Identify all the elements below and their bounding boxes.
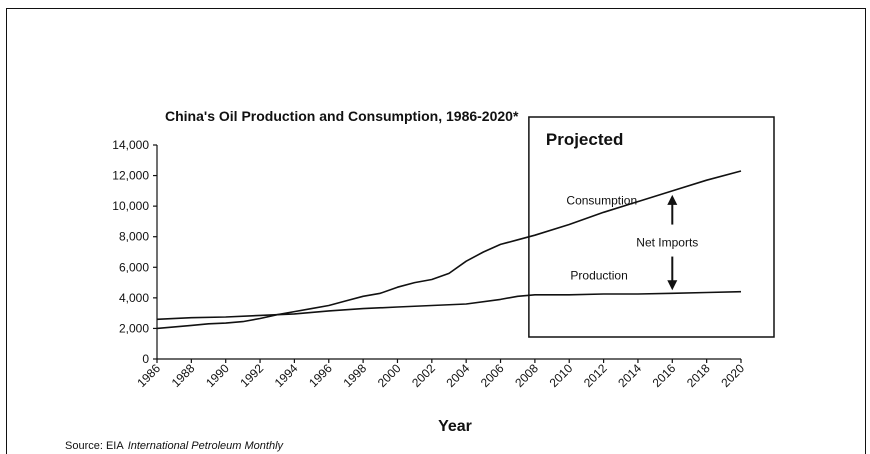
x-tick-label: 2016: [650, 361, 679, 390]
x-tick-label: 2006: [478, 361, 507, 390]
x-tick-label: 2010: [547, 361, 576, 390]
x-tick-label: 1996: [306, 361, 335, 390]
net-imports-label: Net Imports: [636, 236, 698, 250]
series-line-production: [156, 290, 742, 321]
x-tick-label: 1998: [340, 361, 369, 390]
arrow-up-icon: [667, 194, 678, 205]
x-tick-label: 1994: [272, 361, 301, 390]
annotations: Consumption Production Net Imports: [566, 193, 698, 291]
projected-label: Projected: [546, 130, 623, 149]
x-tick-label: 2008: [512, 361, 541, 390]
x-tick-label: 2012: [581, 361, 610, 390]
series-lines: [156, 170, 742, 330]
source-prefix: Source: EIA: [65, 440, 124, 452]
x-axis: 1986 1988 1990 1992 1994 1996 1998 2000 2002 2004…: [134, 358, 747, 390]
projected-box: [528, 116, 775, 338]
chart-title: China's Oil Production and Consumption, …: [165, 108, 519, 124]
projected-region: Projected: [528, 116, 775, 338]
x-tick-label: 2020: [718, 361, 747, 390]
x-tick-label: 1992: [237, 361, 266, 390]
x-tick-label: 2018: [684, 361, 713, 390]
y-tick-label: 14,000: [112, 138, 149, 152]
x-axis-label: Year: [438, 418, 472, 435]
y-tick-label: 10,000: [112, 199, 149, 213]
y-tick-label: 2,000: [119, 321, 149, 335]
y-tick-label: 12,000: [112, 169, 149, 183]
x-tick-label: 2004: [444, 361, 473, 390]
arrow-down-icon: [667, 280, 678, 291]
chart-frame: [6, 8, 866, 454]
y-tick-label: 6,000: [119, 260, 149, 274]
x-tick-label: 2014: [615, 361, 644, 390]
x-tick-label: 1990: [203, 361, 232, 390]
x-tick-label: 1986: [134, 361, 163, 390]
source-note: Source: EIA International Petroleum Month…: [65, 440, 285, 452]
x-tick-label: 2000: [375, 361, 404, 390]
consumption-series-label: Consumption: [566, 193, 637, 207]
y-tick-label: 0: [142, 352, 149, 366]
y-axis: 0 2,000 4,000 6,000 8,000 10,000 12,000 14,000: [112, 138, 158, 366]
production-series-label: Production: [570, 268, 627, 282]
x-tick-label: 2002: [409, 361, 438, 390]
y-tick-label: 4,000: [119, 291, 149, 305]
series-line-consumption: [156, 170, 742, 330]
x-tick-label: 1988: [169, 361, 198, 390]
source-publication: International Petroleum Monthly: [128, 440, 285, 452]
y-tick-label: 8,000: [119, 230, 149, 244]
